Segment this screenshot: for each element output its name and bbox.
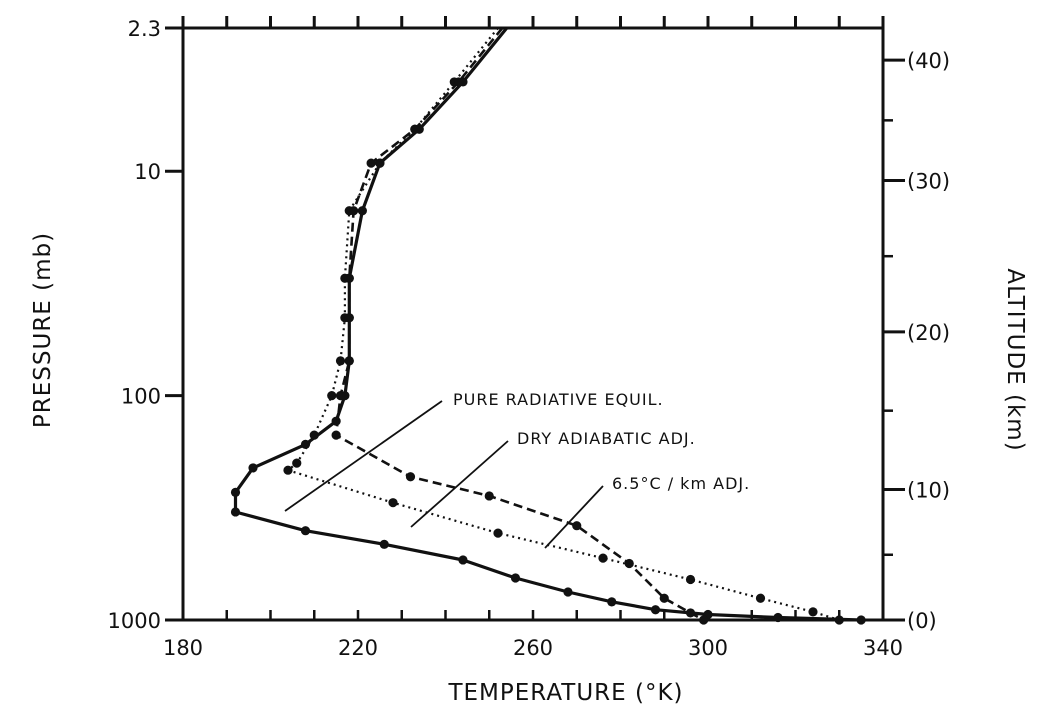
data-point-lapse bbox=[624, 558, 634, 569]
data-point-radiative bbox=[230, 507, 241, 517]
x-tick-label: 340 bbox=[863, 636, 903, 660]
series-line-dry bbox=[286, 27, 840, 622]
data-point-dry bbox=[493, 528, 503, 538]
x-tick-label: 180 bbox=[163, 636, 203, 660]
data-point-lapse bbox=[335, 391, 346, 401]
annotations: PURE RADIATIVE EQUIL. DRY ADIABATIC ADJ. 6… bbox=[284, 390, 750, 549]
data-point-dry bbox=[283, 465, 293, 475]
y2-tick-label: (20) bbox=[907, 321, 950, 345]
y-tick-label: 1000 bbox=[108, 609, 161, 633]
y2-axis-title: ALTITUDE (km) bbox=[1002, 268, 1028, 451]
data-point-radiative bbox=[563, 587, 573, 597]
data-point-dry bbox=[309, 430, 319, 440]
data-point-radiative bbox=[357, 206, 367, 216]
series-line-lapse bbox=[334, 27, 705, 622]
data-point-lapse bbox=[405, 472, 416, 482]
x-tick-label: 300 bbox=[688, 636, 728, 660]
data-point-lapse bbox=[344, 273, 354, 283]
y-tick-label: 2.3 bbox=[128, 17, 161, 41]
data-point-radiative bbox=[650, 605, 661, 615]
data-point-radiative bbox=[458, 555, 468, 565]
data-point-radiative bbox=[248, 463, 258, 473]
data-point-radiative bbox=[230, 487, 241, 498]
data-point-dry bbox=[808, 607, 818, 617]
data-point-radiative bbox=[607, 597, 617, 607]
data-point-lapse bbox=[410, 124, 420, 134]
annotation-label-radiative: PURE RADIATIVE EQUIL. bbox=[453, 390, 664, 409]
y2-tick-label: (40) bbox=[907, 49, 950, 73]
y2-tick-label: (0) bbox=[907, 609, 937, 633]
x-tick-label: 220 bbox=[338, 636, 378, 660]
y2-tick-label: (10) bbox=[907, 478, 950, 502]
data-point-radiative bbox=[510, 573, 521, 583]
annotation-leader-lapse bbox=[544, 485, 604, 549]
data-point-radiative bbox=[300, 439, 311, 450]
data-point-dry bbox=[292, 458, 302, 468]
annotation-leader-dry bbox=[410, 440, 509, 528]
data-point-lapse bbox=[484, 491, 494, 501]
data-point-lapse bbox=[331, 430, 341, 440]
plot-border bbox=[181, 26, 885, 622]
data-point-dry bbox=[755, 593, 766, 603]
data-point-lapse bbox=[349, 206, 359, 216]
data-point-radiative bbox=[379, 539, 389, 549]
series-line-radiative bbox=[233, 26, 862, 622]
data-point-lapse bbox=[344, 313, 354, 323]
y-axis-title: PRESSURE (mb) bbox=[30, 232, 56, 428]
annotation-leader-radiative bbox=[284, 400, 443, 512]
data-point-dry bbox=[598, 553, 608, 563]
data-point-dry bbox=[375, 158, 385, 168]
data-point-lapse bbox=[366, 158, 376, 168]
y2-tick-label: (30) bbox=[907, 170, 950, 194]
annotation-label-dry: DRY ADIABATIC ADJ. bbox=[517, 429, 696, 448]
data-point-lapse bbox=[344, 356, 354, 366]
annotation-label-lapse: 6.5°C / km ADJ. bbox=[612, 474, 750, 493]
data-point-dry bbox=[834, 615, 844, 625]
y-tick-label: 10 bbox=[134, 160, 161, 184]
plot-frame bbox=[181, 26, 885, 622]
data-point-dry bbox=[327, 391, 337, 401]
data-series bbox=[230, 26, 866, 625]
axis-ticks: 180 220 260 300 340 1000 100 10 2.3 (0) (10) (20) (3… bbox=[108, 16, 950, 660]
data-point-lapse bbox=[685, 608, 696, 618]
x-tick-label: 260 bbox=[513, 636, 553, 660]
data-point-radiative bbox=[300, 526, 311, 536]
data-point-dry bbox=[388, 498, 398, 508]
data-point-radiative bbox=[773, 612, 783, 623]
data-point-lapse bbox=[699, 615, 709, 625]
data-point-lapse bbox=[659, 593, 669, 603]
x-axis-title: TEMPERATURE (°K) bbox=[447, 680, 683, 706]
data-point-dry bbox=[685, 574, 696, 585]
data-point-lapse bbox=[572, 521, 582, 531]
data-point-radiative bbox=[856, 615, 866, 625]
data-point-lapse bbox=[454, 77, 464, 87]
y-tick-label: 100 bbox=[121, 385, 161, 409]
data-point-dry bbox=[335, 356, 346, 366]
